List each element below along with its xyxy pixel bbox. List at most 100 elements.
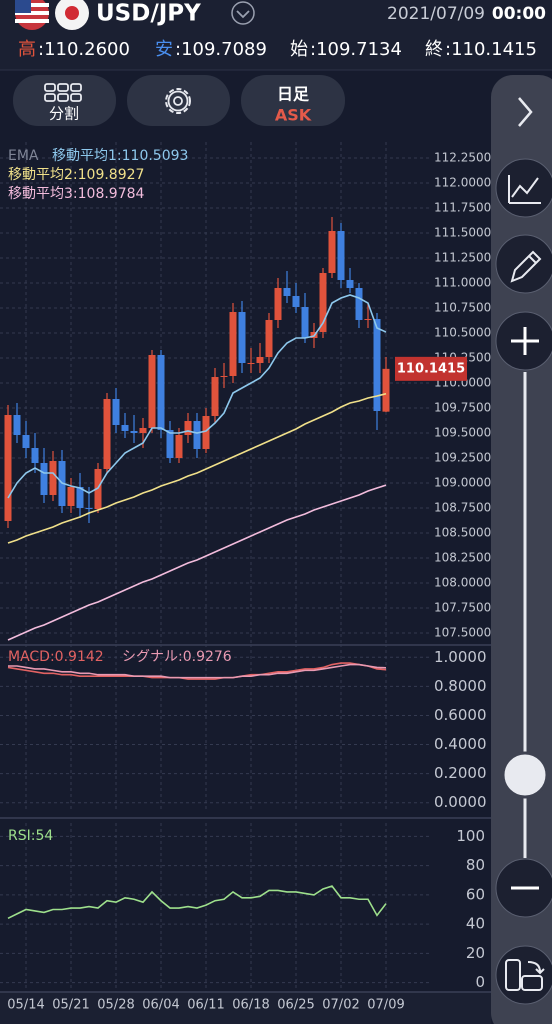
y-tick-label: 111.0000 (434, 276, 491, 290)
y-tick-label: 107.5000 (434, 626, 491, 640)
indicator-line (7, 392, 387, 544)
y-tick-label: 110.7500 (434, 301, 491, 315)
side-label: ASK (275, 106, 312, 125)
y-tick-label: 109.0000 (434, 476, 491, 490)
y-tick-label: 107.7500 (434, 601, 491, 615)
indicator-line (8, 663, 387, 679)
y-tick-label: 109.7500 (434, 401, 491, 415)
candle-body (292, 296, 300, 307)
legend-entry: MACD:0.9142 (8, 649, 104, 665)
indicator-line (7, 662, 387, 680)
x-tick-label: 06/25 (277, 998, 314, 1013)
zoom-knob[interactable] (501, 751, 549, 799)
candle-body (13, 415, 21, 435)
indicator-line (7, 294, 387, 499)
split-label: 分割 (49, 105, 79, 123)
symbol[interactable]: USD/JPY (96, 1, 201, 27)
jp-flag (55, 0, 89, 30)
current-price-tag (395, 356, 467, 381)
candle-body (229, 312, 237, 376)
low-label: 安 (155, 39, 173, 60)
indicator-line (7, 885, 387, 920)
candle-body (157, 355, 165, 430)
x-tick-label: 06/11 (187, 998, 224, 1013)
split-button[interactable]: 分割 (13, 75, 116, 126)
high-label: 高 (18, 39, 36, 60)
low-value: :109.7089 (175, 39, 267, 60)
candle-body (364, 319, 372, 320)
y-tick-label: 1.0000 (434, 648, 487, 666)
y-tick-label: 108.7500 (434, 501, 491, 515)
open-label: 始 (290, 39, 308, 60)
draw-button[interactable] (495, 234, 552, 294)
header-bar (0, 0, 552, 70)
candle-body (337, 231, 345, 280)
y-tick-label: 20 (466, 944, 485, 962)
legend-entry: 移動平均1:110.5093 (52, 148, 188, 164)
x-tick-label: 05/14 (7, 998, 44, 1013)
candle-body (94, 469, 102, 509)
symbol-dropdown[interactable] (231, 1, 255, 25)
current-price-label: 110.1415 (397, 361, 465, 376)
settings-button[interactable] (127, 75, 230, 126)
timeframe-button[interactable]: 日足 ASK (241, 75, 345, 126)
collapse-button[interactable] (518, 97, 533, 127)
zoom-out-button[interactable] (495, 858, 552, 918)
x-tick-label: 07/02 (322, 998, 359, 1013)
x-tick-label: 06/04 (142, 998, 179, 1013)
y-tick-label: 108.0000 (434, 576, 491, 590)
y-tick-label: 112.2500 (434, 151, 491, 165)
candle-body (220, 376, 228, 377)
y-tick-label: 108.5000 (434, 526, 491, 540)
legend-entry: 移動平均2:109.8927 (8, 167, 144, 183)
y-tick-label: 108.2500 (434, 551, 491, 565)
close-value: :110.1415 (445, 39, 537, 60)
candle-body (274, 288, 282, 320)
sidebar (491, 75, 552, 1024)
candle-body (193, 421, 201, 449)
candle-body (139, 428, 147, 433)
legend-prefix: EMA (8, 148, 39, 164)
date: 2021/07/09 (387, 4, 485, 24)
candle-body (238, 312, 246, 363)
close-label: 終 (425, 39, 443, 60)
candle-body (121, 425, 129, 431)
rotate-button[interactable] (495, 945, 552, 1005)
y-tick-label: 0.8000 (434, 677, 487, 695)
x-tick-label: 05/28 (97, 998, 134, 1013)
y-tick-label: 0.0000 (434, 793, 487, 811)
candle-body (49, 461, 57, 495)
candle-body (355, 288, 363, 320)
candle-body (40, 463, 48, 495)
y-tick-label: 0.2000 (434, 764, 487, 782)
candle-body (175, 435, 183, 458)
zoom-in-button[interactable] (495, 311, 552, 371)
y-tick-label: 111.7500 (434, 201, 491, 215)
timeframe-label: 日足 (277, 85, 310, 104)
candle-body (211, 377, 219, 416)
candle-body (346, 280, 354, 288)
date-axis-bar (0, 992, 491, 1024)
indicator-line (7, 484, 387, 641)
candle-body (103, 399, 111, 469)
y-tick-label: 109.2500 (434, 451, 491, 465)
chart-area: 112.2500 112.0000 111.7500 111.5000 111.2500… (0, 142, 491, 1024)
candle-body (265, 320, 273, 357)
high-value: :110.2600 (38, 39, 130, 60)
indicator-button[interactable] (495, 158, 552, 218)
candle-body (112, 399, 120, 425)
us-flag (15, 0, 49, 30)
candle-body (382, 368, 390, 412)
candle-body (130, 431, 138, 433)
candle-body (256, 357, 264, 363)
y-tick-label: 111.5000 (434, 226, 491, 240)
candle-body (247, 363, 255, 364)
candle-body (76, 487, 84, 508)
y-tick-label: 0.4000 (434, 735, 487, 753)
legend-entry: 移動平均3:108.9784 (8, 186, 145, 202)
y-tick-label: 110.5000 (434, 326, 491, 340)
candle-body (184, 421, 192, 435)
y-tick-label: 109.5000 (434, 426, 491, 440)
time: 00:00 (492, 4, 546, 24)
